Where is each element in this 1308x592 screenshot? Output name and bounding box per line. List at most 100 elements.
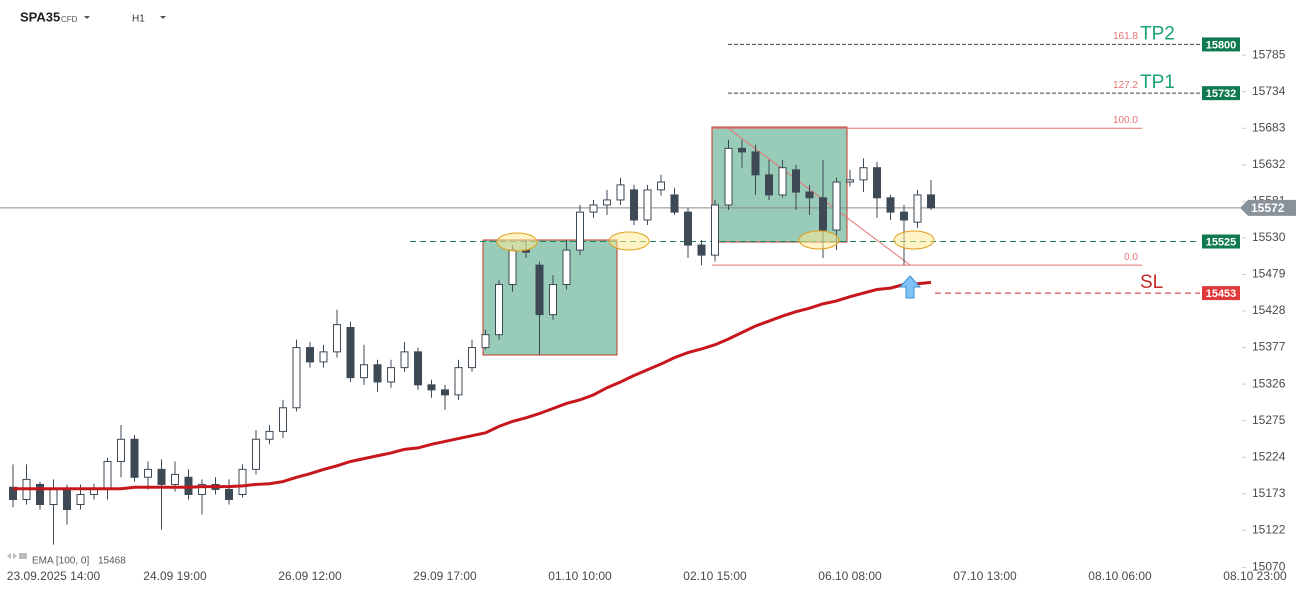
target-tag <box>1202 86 1240 101</box>
y-tick-label: 15479 <box>1252 267 1286 281</box>
candle-body <box>144 468 152 478</box>
instrument-type: CFD <box>61 15 78 24</box>
candle-body <box>859 167 868 181</box>
entry-tag-label: 15525 <box>1206 236 1237 248</box>
candle-body <box>103 461 112 490</box>
candle-body <box>306 347 314 363</box>
candle-body <box>873 167 881 199</box>
candle-body <box>886 197 895 213</box>
candle-body <box>805 191 814 199</box>
candle-body <box>63 488 71 511</box>
candle-body <box>603 199 611 206</box>
target-name: TP1 <box>1140 72 1175 93</box>
target-name: TP2 <box>1140 23 1175 44</box>
candle-body <box>751 151 760 176</box>
highlight-ellipse <box>608 231 650 251</box>
candle-body <box>414 351 422 386</box>
last-price-tag <box>1240 199 1296 216</box>
last-price-label: 15572 <box>1251 201 1285 215</box>
y-tick-label: 15683 <box>1252 120 1286 134</box>
candle-body <box>441 389 449 396</box>
candle-body <box>292 347 301 409</box>
x-tick-label: 29.09 17:00 <box>413 569 477 583</box>
candle-body <box>711 204 719 256</box>
y-tick-label: 15734 <box>1252 84 1286 98</box>
candle-body <box>36 483 44 506</box>
ema-legend: EMA [100, 0] <box>32 556 89 567</box>
candle-body <box>832 181 841 231</box>
candle-body <box>252 438 260 470</box>
y-tick-label: 15070 <box>1252 560 1286 574</box>
candle-body <box>171 473 179 485</box>
highlight-ellipse <box>496 232 538 252</box>
dropdown-icon[interactable] <box>84 16 90 19</box>
target-name: SL <box>1140 272 1163 293</box>
y-tick-label: 15377 <box>1252 340 1286 354</box>
candle-body <box>697 244 706 256</box>
candle-body <box>508 249 517 286</box>
candle-body <box>117 438 125 463</box>
candle-body <box>225 488 233 500</box>
candle-body <box>157 468 166 485</box>
ema-value: 15468 <box>98 556 126 567</box>
candle-body <box>238 468 247 495</box>
y-tick-label: 15275 <box>1252 413 1286 427</box>
candle-body <box>454 367 463 396</box>
target-tag-label: 15732 <box>1206 88 1237 100</box>
indicator-icons[interactable] <box>7 553 27 559</box>
x-tick-label: 06.10 08:00 <box>818 569 882 583</box>
candle-body <box>846 179 854 183</box>
candle-body <box>643 189 652 221</box>
target-tag <box>1202 37 1240 52</box>
ema-line <box>13 280 932 491</box>
candle-body <box>684 211 692 246</box>
candle-body <box>670 194 679 213</box>
x-tick-label: 26.09 12:00 <box>278 569 342 583</box>
y-tick-label: 15326 <box>1252 376 1286 390</box>
target-tag <box>1202 286 1240 301</box>
symbol[interactable]: SPA35 <box>20 9 60 24</box>
candle-body <box>765 174 773 196</box>
x-tick-label: 01.10 10:00 <box>548 569 612 583</box>
y-tick-label: 15632 <box>1252 157 1286 171</box>
fib-label: 0.0 <box>1124 252 1138 263</box>
candle-body <box>346 326 355 379</box>
highlight-ellipse <box>893 230 935 250</box>
candle-body <box>49 488 58 506</box>
fib-label: 161.8 <box>1113 31 1138 42</box>
candle-body <box>427 384 436 391</box>
candle-body <box>589 204 598 213</box>
candle-body <box>549 284 557 316</box>
candle-body <box>913 194 922 223</box>
x-tick-label: 24.09 19:00 <box>143 569 207 583</box>
x-tick-label: 08.10 23:00 <box>1223 569 1287 583</box>
candle-body <box>535 264 544 316</box>
candle-body <box>468 347 476 369</box>
fib-label: 127.2 <box>1113 80 1138 91</box>
candle-body <box>387 367 395 383</box>
candle-body <box>724 147 733 206</box>
target-tag-label: 15800 <box>1206 39 1237 51</box>
candle-body <box>819 197 827 231</box>
candle-body <box>927 194 935 209</box>
candle-body <box>576 211 584 251</box>
y-tick-label: 15428 <box>1252 303 1286 317</box>
y-tick-label: 15530 <box>1252 230 1286 244</box>
candle-body <box>792 169 800 193</box>
candle-body <box>616 184 625 201</box>
candle-body <box>373 364 382 383</box>
candles <box>9 139 935 545</box>
candle-body <box>360 364 368 379</box>
dropdown-icon[interactable] <box>160 16 166 19</box>
candle-body <box>562 249 571 286</box>
candle-body <box>481 334 490 349</box>
interval[interactable]: H1 <box>132 14 145 25</box>
buy-arrow <box>898 275 922 299</box>
candle-body <box>279 407 287 432</box>
x-tick-label: 07.10 13:00 <box>953 569 1017 583</box>
candle-body <box>400 351 409 369</box>
y-tick-label: 15173 <box>1252 486 1286 500</box>
candle-body <box>778 167 787 196</box>
